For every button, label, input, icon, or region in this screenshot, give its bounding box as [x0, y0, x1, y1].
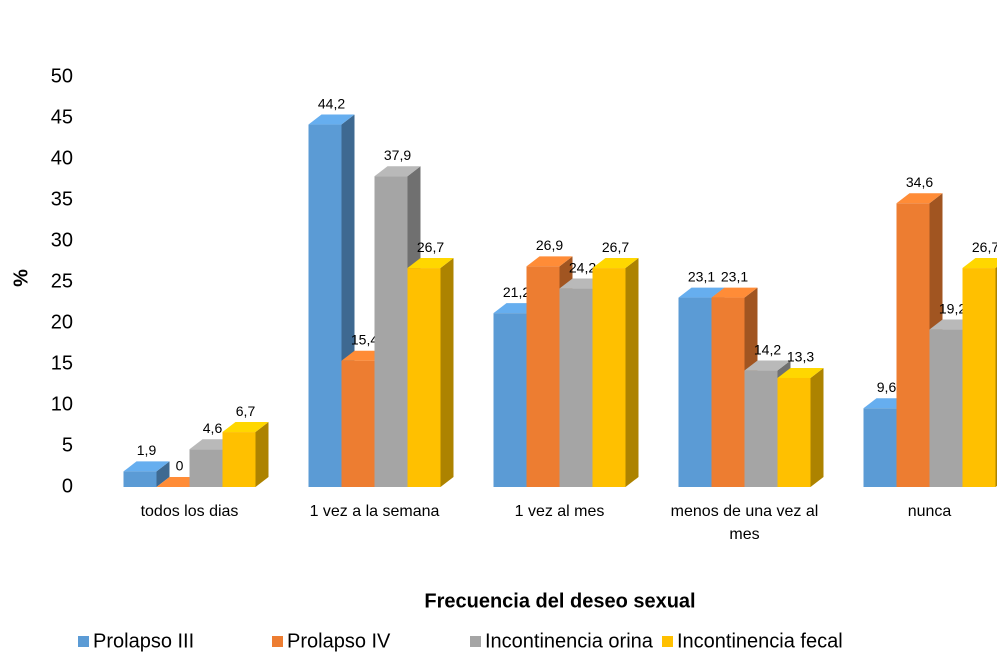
- bar: [929, 329, 963, 487]
- bar-top: [777, 367, 824, 378]
- bar: [123, 471, 157, 487]
- bar-side: [440, 258, 454, 487]
- bar-side: [625, 258, 639, 487]
- data-label: 37,9: [384, 147, 411, 163]
- data-label: 19,2: [939, 300, 966, 316]
- x-tick-label: nunca: [907, 503, 952, 520]
- legend-swatch: [662, 636, 673, 647]
- data-label: 23,1: [721, 268, 748, 284]
- data-label: 13,3: [787, 349, 814, 365]
- bar: [777, 377, 811, 487]
- data-label: 0: [176, 458, 184, 474]
- y-tick-label: 40: [51, 147, 73, 169]
- data-label: 1,9: [137, 442, 157, 458]
- bar-side: [255, 422, 269, 487]
- bar: [526, 266, 560, 487]
- x-tick-label: 1 vez al mes: [514, 503, 605, 520]
- x-tick-label: todos los dias: [140, 503, 239, 520]
- data-label: 26,7: [602, 239, 629, 255]
- y-tick-label: 5: [62, 434, 73, 456]
- y-tick-label: 50: [51, 65, 73, 87]
- legend-label: Prolapso III: [93, 630, 194, 652]
- x-axis-title: Frecuencia del deseo sexual: [424, 590, 695, 612]
- bar: [407, 268, 441, 487]
- y-tick-label: 15: [51, 352, 73, 374]
- bar: [222, 432, 256, 487]
- bar-top: [222, 422, 269, 433]
- bar: [962, 268, 996, 487]
- bar-top: [592, 258, 639, 269]
- legend-label: Incontinencia fecal: [677, 630, 843, 652]
- data-label: 9,6: [877, 379, 897, 395]
- data-label: 23,1: [688, 268, 715, 284]
- data-label: 34,6: [906, 174, 933, 190]
- data-label: 26,7: [417, 239, 444, 255]
- bar: [711, 297, 745, 487]
- bar: [678, 297, 712, 487]
- data-label: 24,2: [569, 259, 596, 275]
- y-tick-label: 35: [51, 188, 73, 210]
- bar-top: [711, 287, 758, 298]
- data-label: 14,2: [754, 341, 781, 357]
- data-label: 26,7: [972, 239, 997, 255]
- bar: [744, 370, 778, 487]
- legend-label: Prolapso IV: [287, 630, 391, 652]
- y-tick-label: 30: [51, 229, 73, 251]
- bar-side: [810, 367, 824, 487]
- x-tick-label: menos de una vez al mes: [670, 503, 819, 543]
- data-label: 26,9: [536, 237, 563, 253]
- legend-swatch: [78, 636, 89, 647]
- data-label: 44,2: [318, 95, 345, 111]
- bar: [559, 288, 593, 487]
- bar: [896, 203, 930, 487]
- y-axis-title: %: [10, 269, 32, 287]
- data-label: 15,4: [351, 331, 378, 347]
- bar: [374, 176, 408, 487]
- legend-swatch: [470, 636, 481, 647]
- y-tick-label: 25: [51, 270, 73, 292]
- bar: [341, 360, 375, 487]
- bar: [592, 268, 626, 487]
- bar-top: [744, 360, 791, 371]
- bar: [493, 313, 527, 487]
- y-tick-label: 45: [51, 106, 73, 128]
- bar-top: [374, 166, 421, 177]
- bar-top: [962, 258, 997, 269]
- bar-top: [896, 193, 943, 204]
- legend-swatch: [272, 636, 283, 647]
- bar-top: [308, 114, 355, 125]
- x-tick-label: 1 vez a la semana: [309, 503, 440, 520]
- bar: [308, 124, 342, 487]
- bar-top: [123, 461, 170, 472]
- bar-side: [156, 461, 170, 487]
- data-label: 4,6: [203, 420, 223, 436]
- y-tick-label: 20: [51, 311, 73, 333]
- bar: [863, 408, 897, 487]
- legend-label: Incontinencia orina: [485, 630, 654, 652]
- y-tick-label: 10: [51, 393, 73, 415]
- bar: [189, 449, 223, 487]
- data-label: 6,7: [236, 403, 256, 419]
- y-tick-label: 0: [62, 475, 73, 497]
- bar-top: [678, 287, 725, 298]
- bar-top: [526, 256, 573, 267]
- data-label: 21,2: [503, 284, 530, 300]
- bar-top: [407, 258, 454, 269]
